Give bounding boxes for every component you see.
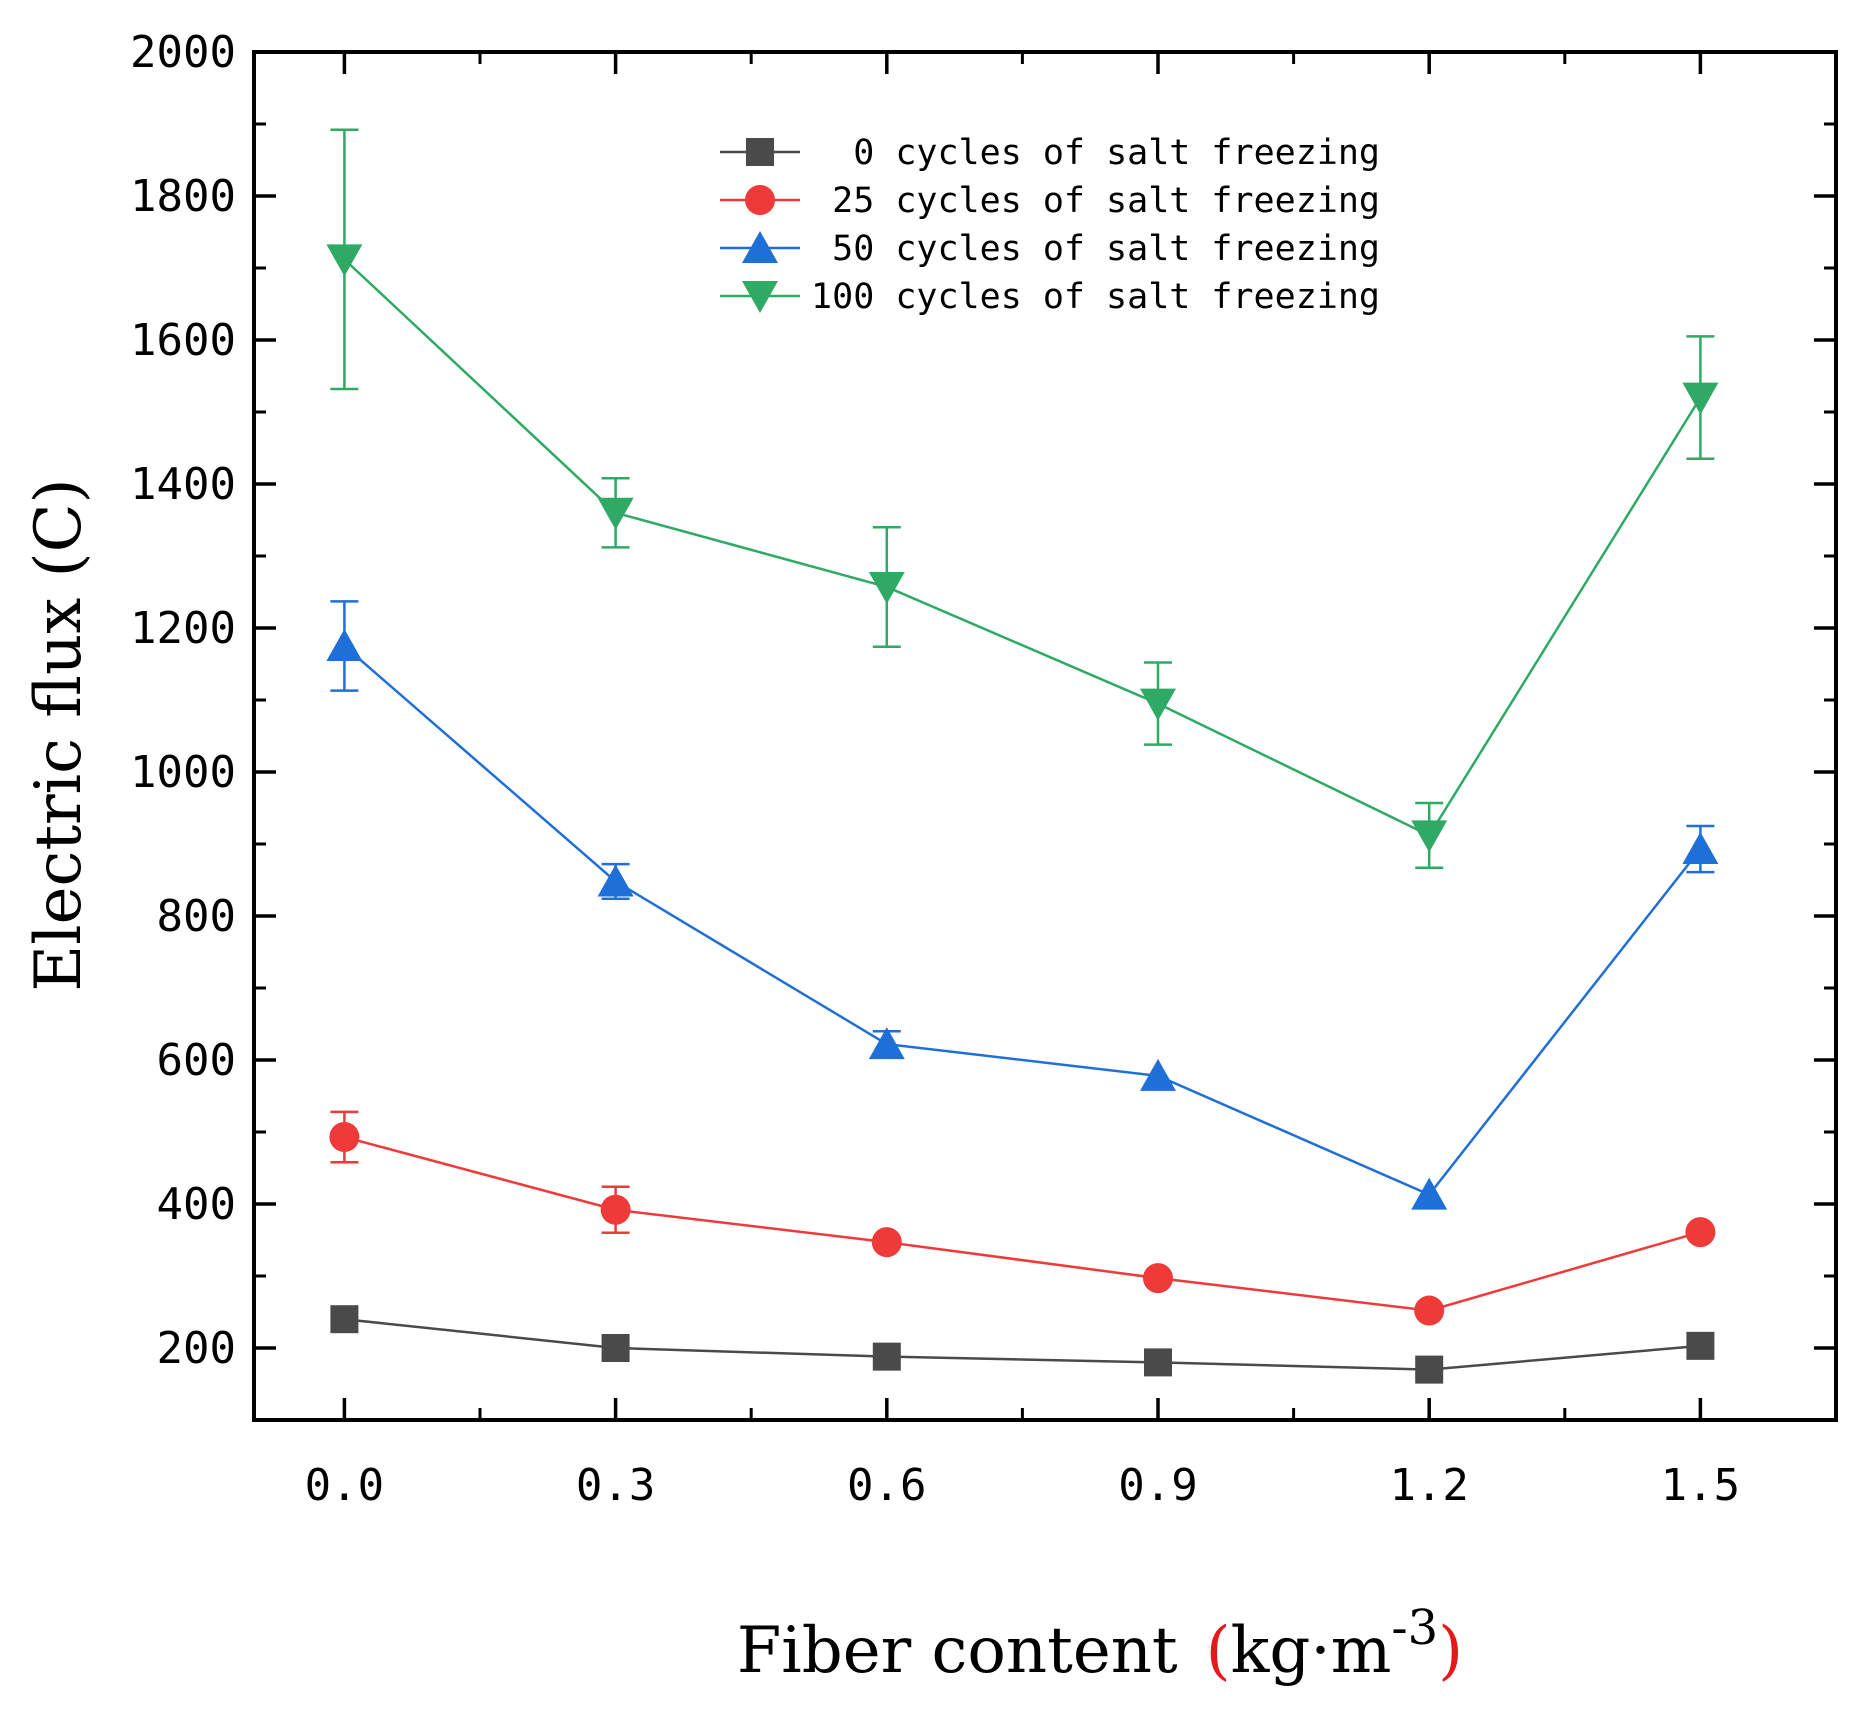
x-tick-label: 0.3 — [576, 1460, 655, 1511]
data-point — [600, 1194, 631, 1225]
data-point — [868, 1027, 905, 1060]
data-point — [1414, 1295, 1445, 1326]
data-point — [1415, 1355, 1444, 1384]
legend-item-2: 50 cycles of salt freezing — [720, 229, 1380, 269]
x-tick-label: 0.0 — [305, 1460, 384, 1511]
data-point — [1140, 1058, 1176, 1091]
y-tick-label: 1800 — [130, 171, 236, 222]
y-tick-label: 200 — [157, 1323, 236, 1374]
data-point — [1411, 820, 1448, 853]
legend-marker — [742, 281, 778, 313]
legend-label: 0 cycles of salt freezing — [853, 133, 1380, 173]
y-tick-label: 1200 — [130, 603, 236, 654]
y-tick-label: 1600 — [130, 315, 236, 366]
series-1 — [329, 1110, 1716, 1326]
data-point — [329, 1122, 360, 1153]
series-line — [343, 645, 1702, 1197]
x-axis-title: Fiber content (kg·m-3) — [737, 1600, 1463, 1688]
x-tick-label: 0.9 — [1118, 1460, 1197, 1511]
x-axis-unit: kg·m — [1231, 1614, 1392, 1688]
data-point — [326, 629, 363, 661]
data-point — [597, 497, 634, 530]
data-point — [326, 244, 363, 277]
y-tick-label: 400 — [157, 1179, 236, 1230]
legend-marker — [742, 231, 778, 263]
legend-marker — [746, 138, 774, 166]
y-tick-label: 2000 — [130, 27, 236, 78]
x-tick-label: 1.2 — [1389, 1460, 1468, 1511]
legend-item-3: 100 cycles of salt freezing — [720, 277, 1380, 317]
legend-label: 25 cycles of salt freezing — [832, 181, 1380, 221]
series-3 — [326, 128, 1719, 870]
data-point — [1140, 688, 1176, 721]
y-tick-label: 600 — [157, 1035, 236, 1086]
series-line — [343, 258, 1702, 837]
series-line — [344, 1135, 1701, 1312]
data-point — [1686, 1331, 1715, 1360]
data-point — [1685, 1217, 1716, 1248]
legend-label: 50 cycles of salt freezing — [832, 229, 1380, 269]
y-tick-label: 1400 — [130, 459, 236, 510]
y-axis-title: Electric flux (C) — [22, 478, 96, 991]
data-point — [868, 571, 905, 604]
series-line — [344, 1317, 1701, 1371]
x-axis-unit-exponent: -3 — [1391, 1600, 1438, 1656]
data-point — [1411, 1177, 1448, 1210]
x-tick-label: 0.6 — [847, 1460, 926, 1511]
data-point — [1682, 832, 1719, 865]
data-point — [601, 1334, 630, 1362]
x-tick-label: 1.5 — [1661, 1460, 1740, 1511]
data-point — [871, 1227, 902, 1258]
series-2 — [326, 600, 1719, 1210]
legend-marker — [745, 185, 775, 215]
data-point — [597, 864, 634, 897]
y-tick-label: 1000 — [130, 747, 236, 798]
data-point — [1682, 382, 1719, 415]
plot-frame — [252, 50, 1838, 1422]
legend-item-1: 25 cycles of salt freezing — [720, 181, 1380, 221]
data-point — [330, 1305, 359, 1334]
legend-item-0: 0 cycles of salt freezing — [720, 133, 1380, 173]
x-axis-unit-close-paren: ) — [1438, 1614, 1463, 1688]
x-axis-label: Fiber content — [737, 1614, 1178, 1688]
data-point — [1144, 1348, 1172, 1377]
data-point — [872, 1342, 901, 1371]
data-point — [1143, 1263, 1173, 1294]
x-axis-unit-open-paren: ( — [1206, 1614, 1231, 1688]
legend-label: 100 cycles of salt freezing — [811, 277, 1380, 317]
series-0 — [330, 1305, 1715, 1384]
y-tick-label: 800 — [157, 891, 236, 942]
